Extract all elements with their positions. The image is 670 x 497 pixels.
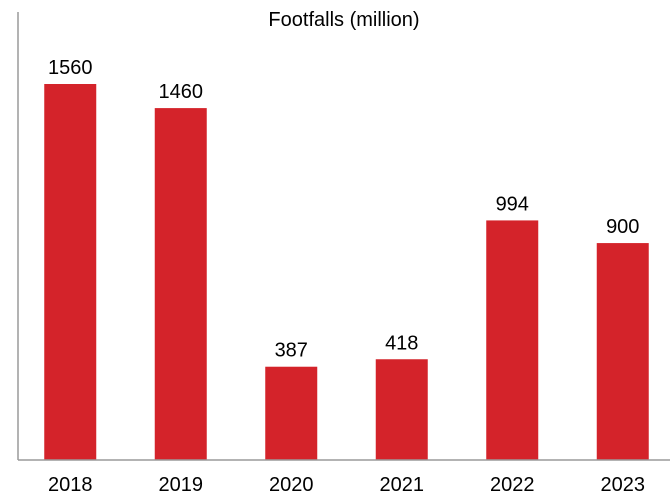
x-tick-labels-group: 2018 2019 2020 2021 2022 2023 [48, 474, 645, 496]
bar-2020 [265, 366, 318, 460]
bar-2022 [486, 220, 539, 460]
data-label-2019: 1460 [159, 81, 204, 103]
bar-2019 [154, 108, 207, 460]
x-tick-label-2018: 2018 [48, 474, 93, 496]
x-tick-label-2023: 2023 [601, 474, 646, 496]
bar-2021 [375, 359, 428, 460]
data-labels-group: 1560 1460 387 418 994 900 [48, 57, 639, 362]
x-tick-label-2021: 2021 [380, 474, 425, 496]
x-tick-label-2019: 2019 [159, 474, 204, 496]
x-tick-label-2022: 2022 [490, 474, 535, 496]
data-label-2018: 1560 [48, 57, 93, 79]
data-label-2021: 418 [385, 332, 418, 354]
data-label-2023: 900 [606, 216, 639, 238]
bars-group [44, 84, 649, 460]
data-label-2020: 387 [275, 340, 308, 362]
x-tick-label-2020: 2020 [269, 474, 314, 496]
data-label-2022: 994 [496, 193, 529, 215]
chart-title: Footfalls (million) [268, 9, 419, 31]
bar-2023 [596, 243, 649, 460]
bar-2018 [44, 84, 97, 460]
